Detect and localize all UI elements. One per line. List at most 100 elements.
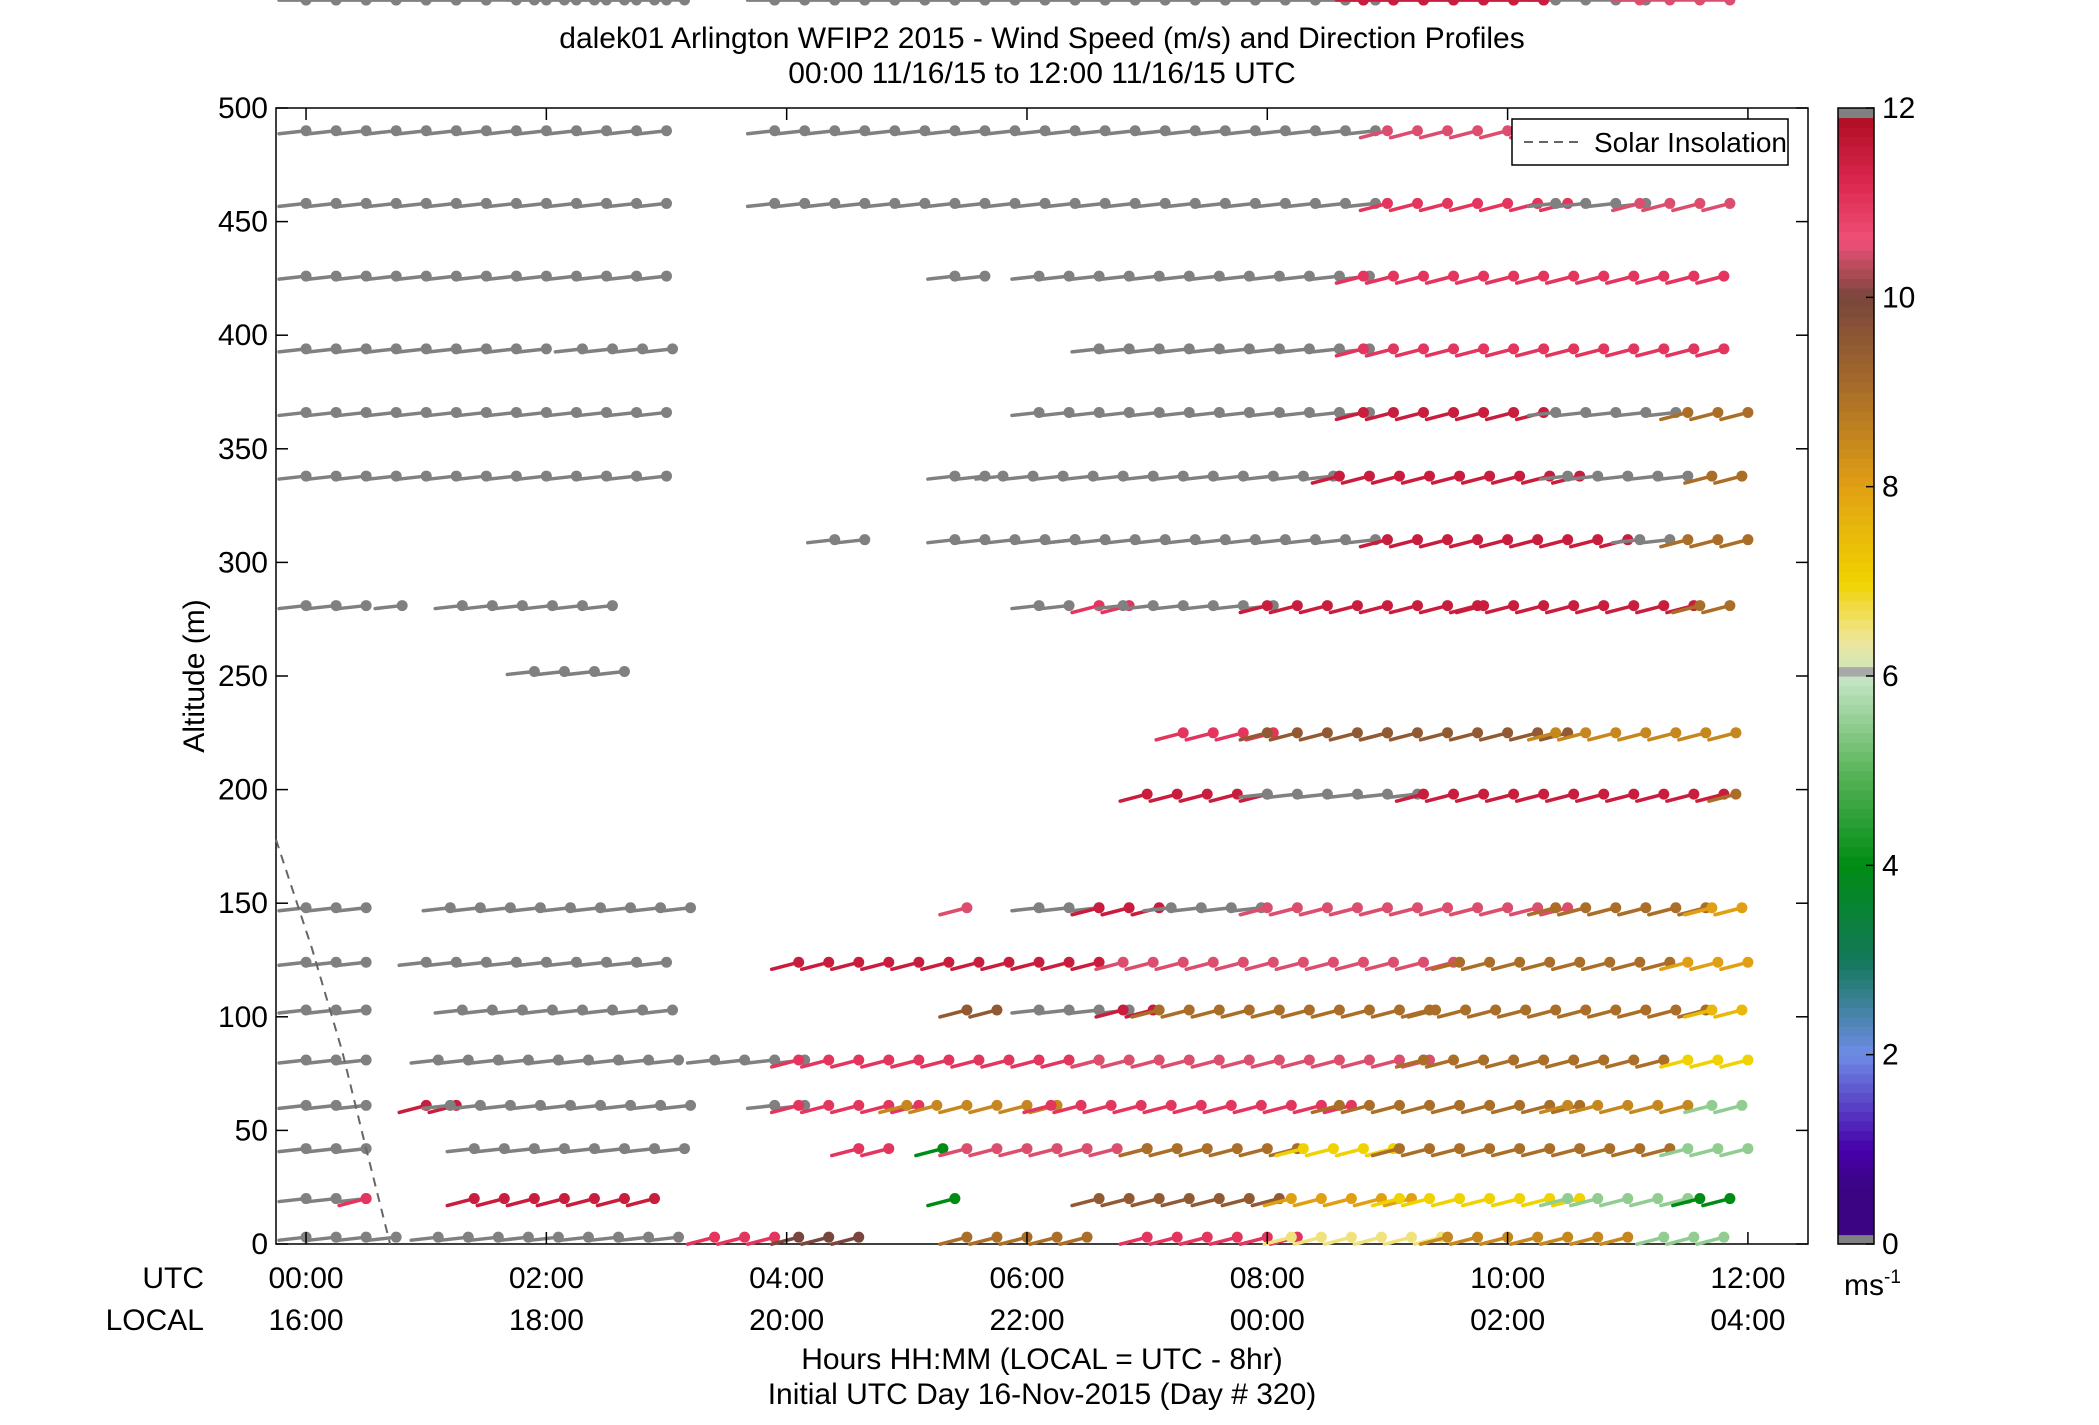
colorbar-band xyxy=(1838,571,1874,582)
wind-barb-point xyxy=(1081,1143,1093,1155)
wind-barb-point xyxy=(1724,1193,1736,1205)
wind-barb-point xyxy=(1592,1193,1604,1205)
colorbar-band xyxy=(1838,306,1874,317)
wind-barb-point xyxy=(1454,956,1466,968)
wind-barb-point xyxy=(1093,902,1105,914)
wind-barb-point xyxy=(1472,902,1484,914)
colorbar-band xyxy=(1838,789,1874,800)
chart-subtitle: 00:00 11/16/15 to 12:00 11/16/15 UTC xyxy=(788,57,1296,90)
y-tick-label: 400 xyxy=(218,319,268,352)
wind-barb-point xyxy=(1387,343,1399,355)
wind-barb-point xyxy=(1448,343,1460,355)
wind-barb-point xyxy=(1063,956,1075,968)
wind-barb-point xyxy=(1327,956,1339,968)
wind-barb-point xyxy=(1411,125,1423,137)
colorbar-band xyxy=(1838,524,1874,535)
colorbar-band xyxy=(1838,808,1874,819)
plot-area: 00:00 16:00 02:00 18:00 04:00 20:00 06:00 22:00… xyxy=(218,0,1809,1337)
wind-barb-point xyxy=(618,1193,630,1205)
colorbar-band xyxy=(1838,259,1874,270)
wind-barb-point xyxy=(1141,788,1153,800)
wind-barb-point xyxy=(1472,534,1484,546)
wind-barb-point xyxy=(1658,270,1670,282)
colorbar-band xyxy=(1838,751,1874,762)
wind-barb-point xyxy=(1430,1004,1442,1016)
wind-barb-point xyxy=(1273,1004,1285,1016)
wind-barb-point xyxy=(1141,1231,1153,1243)
colorbar: 0 2 4 6 8 10 12 ms-1 xyxy=(1837,92,1915,1302)
wind-barb-point xyxy=(1730,788,1742,800)
colorbar-band xyxy=(1838,713,1874,724)
colorbar-band xyxy=(1838,1016,1874,1027)
wind-barb-point xyxy=(1502,902,1514,914)
wind-barb-point xyxy=(1736,1004,1748,1016)
wind-barb-point xyxy=(1093,956,1105,968)
wind-barb-point xyxy=(1213,1193,1225,1205)
colorbar-tick-label: 2 xyxy=(1882,1039,1899,1072)
wind-barb-point xyxy=(1712,956,1724,968)
wind-barb-point xyxy=(1454,470,1466,482)
wind-barb-point xyxy=(853,1099,865,1111)
x-tick-label-local: 20:00 xyxy=(749,1304,824,1337)
colorbar-band xyxy=(1838,1130,1874,1141)
wind-barb-point xyxy=(1736,470,1748,482)
wind-barb-point xyxy=(1736,1099,1748,1111)
wind-barb-point xyxy=(648,1193,660,1205)
x-axis-label: Hours HH:MM (LOCAL = UTC - 8hr) xyxy=(801,1343,1282,1376)
wind-barb-point xyxy=(1472,197,1484,209)
wind-barb-point xyxy=(1153,1193,1165,1205)
wind-barb-point xyxy=(859,534,871,546)
wind-barb-point xyxy=(1706,902,1718,914)
wind-barb-point xyxy=(1706,1004,1718,1016)
colorbar-band xyxy=(1838,1149,1874,1160)
wind-barb-point xyxy=(1075,1099,1087,1111)
colorbar-band xyxy=(1838,278,1874,289)
wind-barb-point xyxy=(1592,1099,1604,1111)
wind-barb-point xyxy=(1568,600,1580,612)
colorbar-band xyxy=(1838,1092,1874,1103)
wind-barb-point xyxy=(1718,343,1730,355)
colorbar-band xyxy=(1838,552,1874,563)
wind-barb-point xyxy=(1051,1143,1063,1155)
wind-barb-point xyxy=(1502,197,1514,209)
wind-barb-point xyxy=(1261,600,1273,612)
wind-barb-point xyxy=(1051,1231,1063,1243)
colorbar-band xyxy=(1838,183,1874,194)
colorbar-band xyxy=(1838,960,1874,971)
colorbar-band xyxy=(1838,978,1874,989)
colorbar-band xyxy=(1838,922,1874,933)
wind-barb-point xyxy=(1243,1054,1255,1066)
wind-barb-point xyxy=(1682,470,1694,482)
wind-barb-point xyxy=(1610,902,1622,914)
colorbar-band xyxy=(1838,486,1874,497)
wind-barb-point xyxy=(991,1099,1003,1111)
wind-barb-point xyxy=(1634,956,1646,968)
colorbar-band xyxy=(1838,846,1874,857)
colorbar-band xyxy=(1838,1054,1874,1065)
wind-barb-point xyxy=(961,1099,973,1111)
colorbar-band xyxy=(1838,193,1874,204)
wind-barb-point xyxy=(1658,343,1670,355)
wind-barb-point xyxy=(1351,600,1363,612)
wind-barb-point xyxy=(1424,1099,1436,1111)
wind-barb-point xyxy=(1117,1004,1129,1016)
wind-barb-point xyxy=(739,1231,751,1243)
wind-barb-point xyxy=(1508,406,1520,418)
colorbar-band xyxy=(1838,448,1874,459)
wind-barb-point xyxy=(1123,902,1135,914)
wind-barb-point xyxy=(1472,125,1484,137)
wind-barb-point xyxy=(961,1004,973,1016)
wind-barb-point xyxy=(1117,956,1129,968)
wind-barb-point xyxy=(1574,1143,1586,1155)
wind-barb-point xyxy=(1712,534,1724,546)
wind-barb-point xyxy=(1351,902,1363,914)
wind-barb-point xyxy=(1538,343,1550,355)
colorbar-band xyxy=(1838,335,1874,346)
wind-barb-point xyxy=(1514,1099,1526,1111)
wind-barb-point xyxy=(1538,1054,1550,1066)
wind-barb-point xyxy=(661,270,673,282)
wind-barb-point xyxy=(1171,1143,1183,1155)
wind-barb-point xyxy=(1688,343,1700,355)
y-tick-label: 350 xyxy=(218,433,268,466)
